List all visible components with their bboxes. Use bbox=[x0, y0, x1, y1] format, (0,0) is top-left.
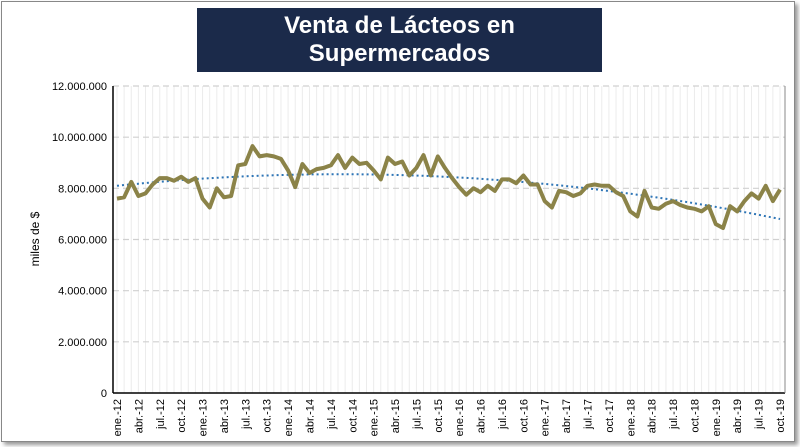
y-tick-label: 6.000.000 bbox=[58, 235, 107, 247]
x-tick-label: jul.-15 bbox=[411, 399, 423, 430]
x-tick-label: jul.-14 bbox=[326, 399, 338, 430]
x-tick-label: abr.-19 bbox=[732, 399, 744, 433]
x-tick-label: ene.-15 bbox=[369, 399, 381, 436]
x-tick-label: oct.-12 bbox=[176, 399, 188, 433]
x-tick-label: abr.-13 bbox=[219, 399, 231, 433]
y-tick-label: 10.000.000 bbox=[52, 132, 107, 144]
chart-subtitle: - monto actualizado por IPC - bbox=[281, 70, 518, 89]
x-tick-label: ene.-14 bbox=[283, 399, 295, 436]
x-tick-label: ene.-16 bbox=[454, 399, 466, 436]
x-tick-label: abr.-18 bbox=[647, 399, 659, 433]
y-tick-label: 12.000.000 bbox=[52, 81, 107, 93]
y-tick-label: 0 bbox=[101, 388, 107, 400]
title-box: Venta de Lácteos en Supermercados - mont… bbox=[197, 8, 602, 89]
x-tick-label: jul.-19 bbox=[754, 399, 766, 430]
x-tick-label: ene.-13 bbox=[198, 399, 210, 436]
x-tick-label: ene.-18 bbox=[625, 399, 637, 436]
x-tick-label: jul.-16 bbox=[497, 399, 509, 430]
x-tick-label: jul.-17 bbox=[583, 399, 595, 430]
x-tick-label: abr.-14 bbox=[304, 399, 316, 433]
x-tick-label: abr.-12 bbox=[133, 399, 145, 433]
y-tick-label: 2.000.000 bbox=[58, 337, 107, 349]
y-tick-label: 8.000.000 bbox=[58, 183, 107, 195]
x-tick-label: oct.-15 bbox=[433, 399, 445, 433]
trendline bbox=[116, 173, 781, 220]
x-tick-label: jul.-13 bbox=[240, 399, 252, 430]
series-line bbox=[116, 144, 782, 230]
x-tick-label: abr.-15 bbox=[390, 399, 402, 433]
x-tick-label: ene.-19 bbox=[711, 399, 723, 436]
chart-title: Venta de Lácteos en Supermercados bbox=[284, 12, 515, 67]
x-tick-label: abr.-17 bbox=[561, 399, 573, 433]
x-tick-label: oct.-14 bbox=[347, 399, 359, 433]
y-tick-label: 4.000.000 bbox=[58, 286, 107, 298]
x-tick-label: ene.-17 bbox=[540, 399, 552, 436]
x-tick-label: oct.-18 bbox=[689, 399, 701, 433]
x-tick-label: oct.-19 bbox=[775, 399, 787, 433]
x-tick-label: oct.-17 bbox=[604, 399, 616, 433]
x-tick-label: oct.-13 bbox=[262, 399, 274, 433]
x-tick-label: abr.-16 bbox=[476, 399, 488, 433]
x-tick-label: ene.-12 bbox=[112, 399, 124, 436]
x-tick-label: jul.-12 bbox=[155, 399, 167, 430]
chart-frame bbox=[1, 1, 795, 442]
x-tick-label: oct.-16 bbox=[518, 399, 530, 433]
x-tick-label: jul.-18 bbox=[668, 399, 680, 430]
